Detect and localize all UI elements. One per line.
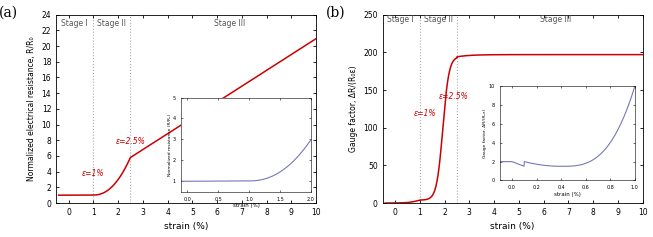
Text: ε=1%: ε=1% [82,169,104,178]
Y-axis label: Normalized electrical resistance, R/R₀: Normalized electrical resistance, R/R₀ [27,36,36,181]
Text: (b): (b) [325,5,345,19]
Text: Stage II: Stage II [424,15,453,24]
X-axis label: strain (%): strain (%) [164,223,208,232]
Text: Stage II: Stage II [97,19,127,28]
Text: ε=2.5%: ε=2.5% [438,92,468,101]
Text: (a): (a) [0,5,18,19]
Text: ε=1%: ε=1% [413,109,436,118]
Text: Stage I: Stage I [61,19,88,28]
Text: Stage III: Stage III [540,15,571,24]
Text: ε=2.5%: ε=2.5% [116,137,146,146]
X-axis label: strain (%): strain (%) [490,223,535,232]
Y-axis label: Gauge factor, ΔR/(R₀ε): Gauge factor, ΔR/(R₀ε) [349,66,358,152]
Text: Stage III: Stage III [214,19,245,28]
Text: Stage I: Stage I [387,15,414,24]
